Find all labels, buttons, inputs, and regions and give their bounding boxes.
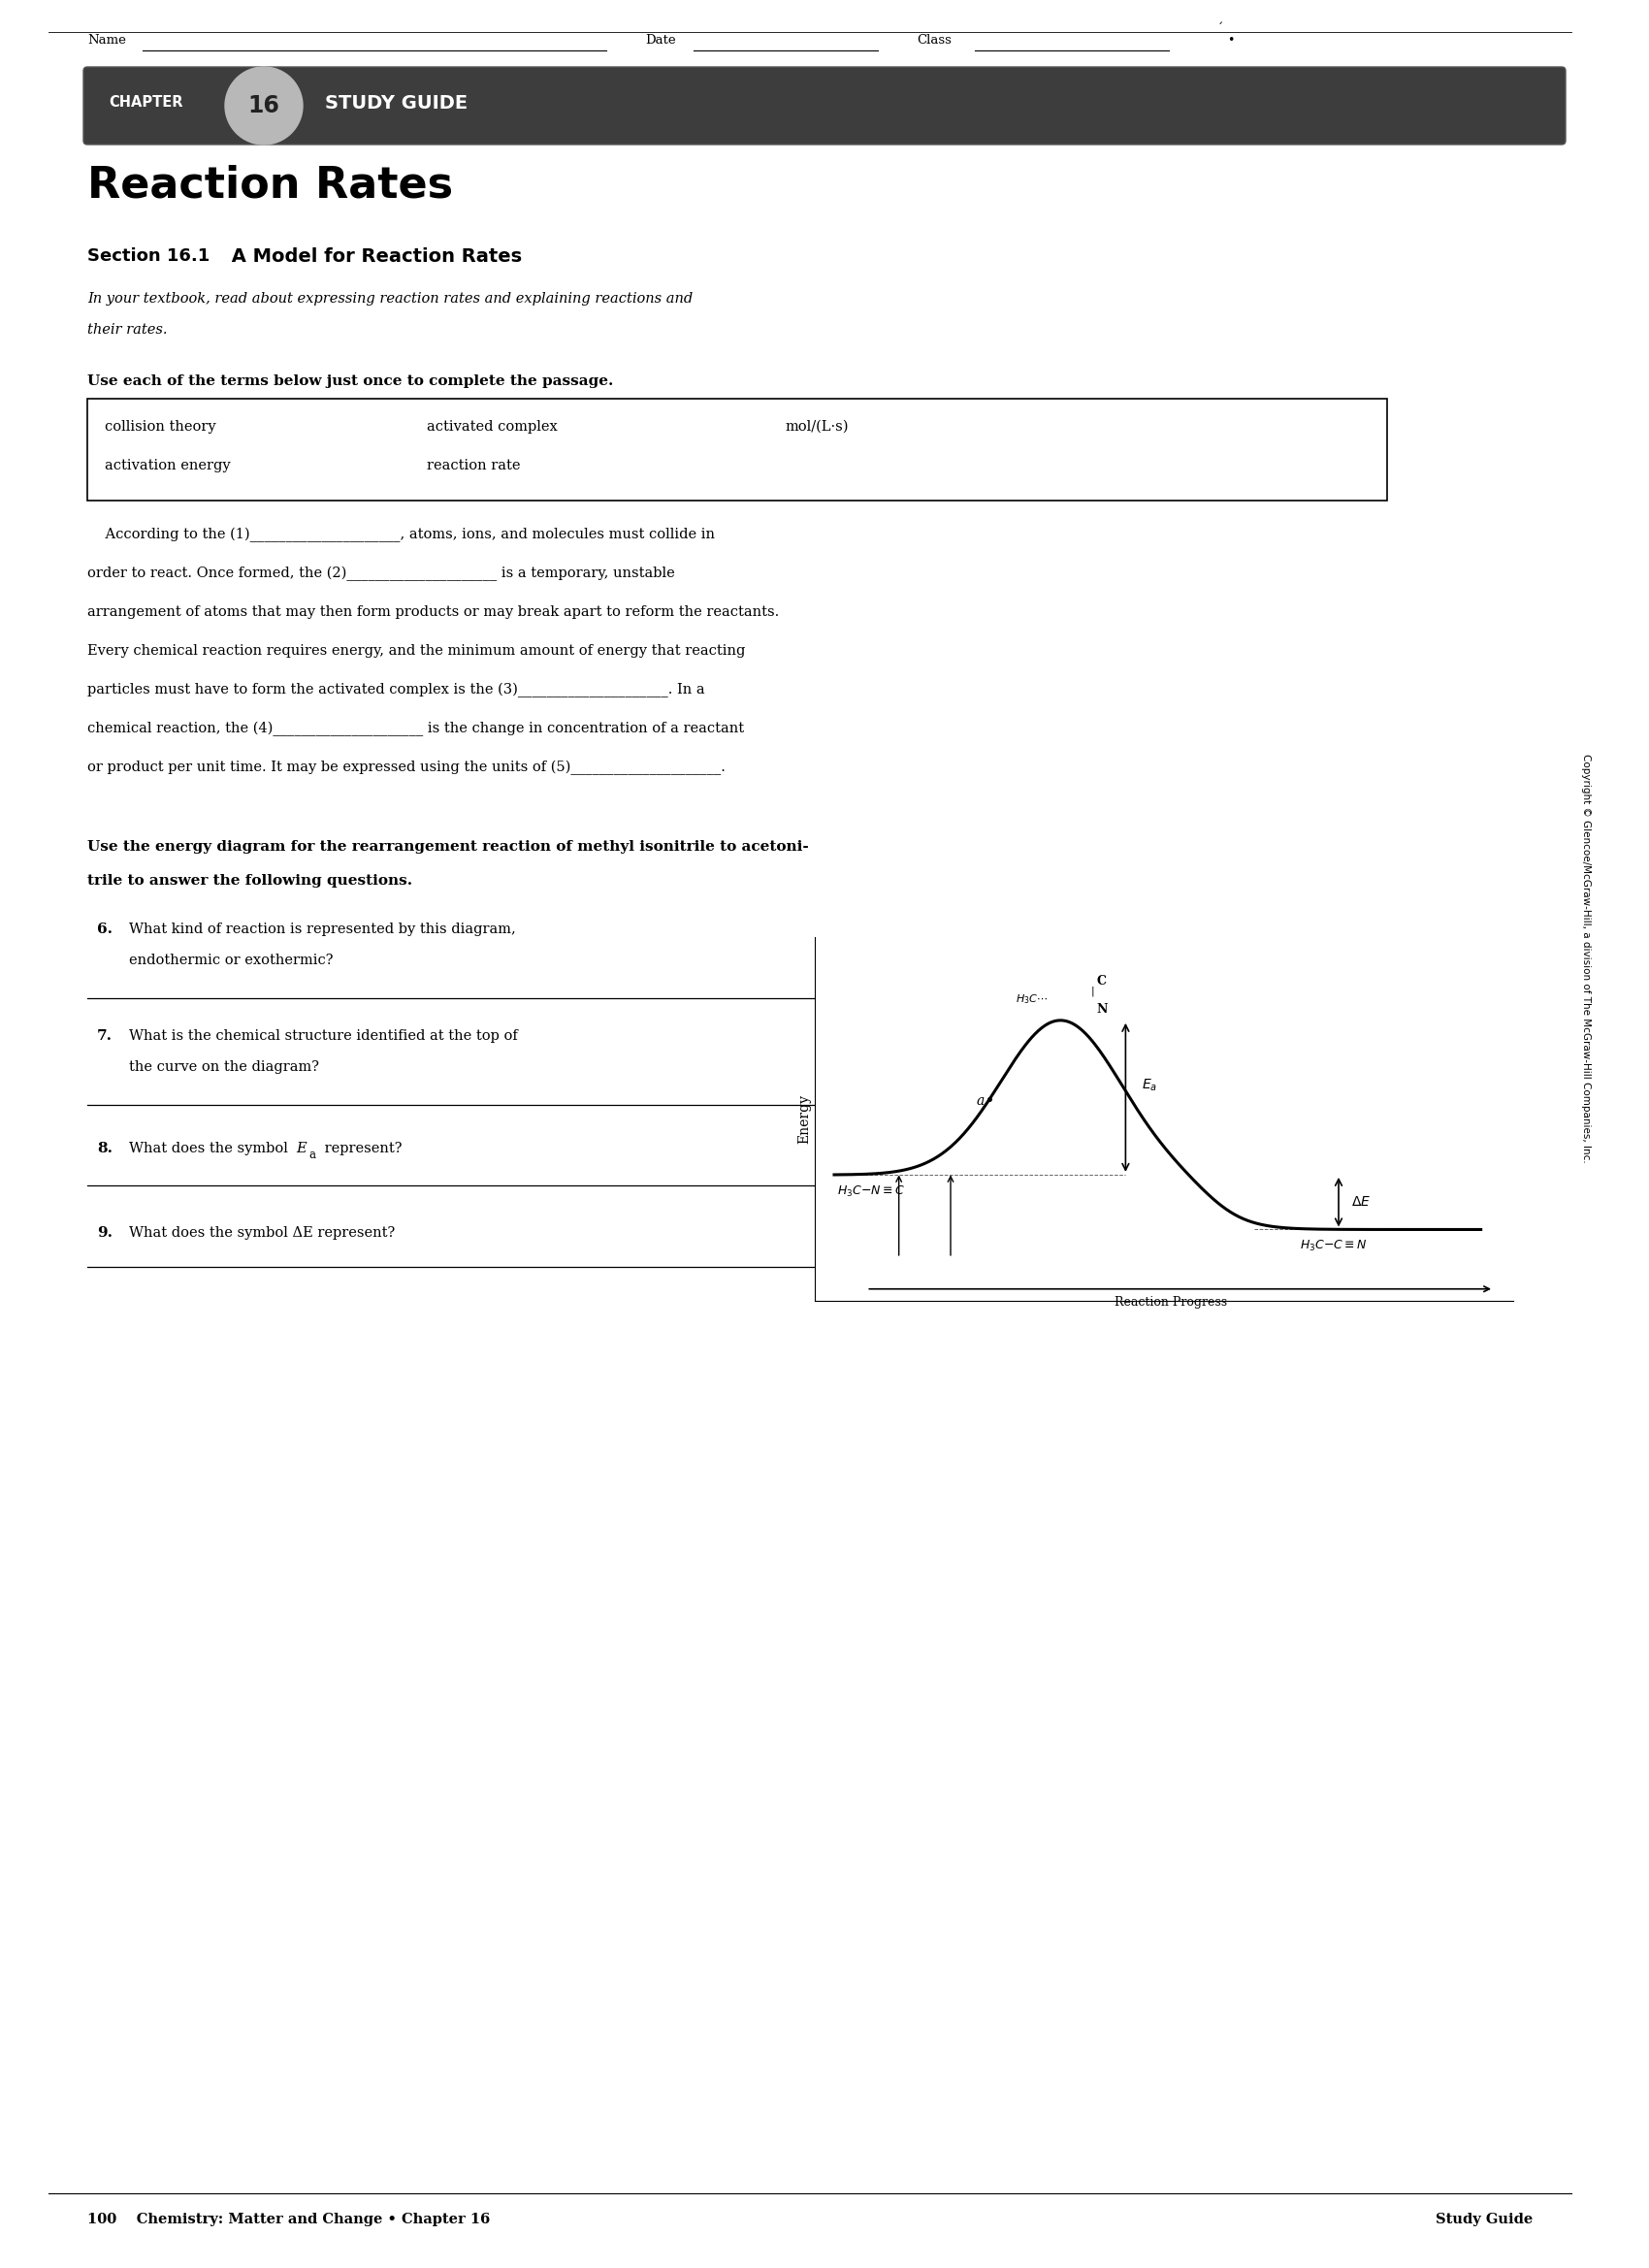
Text: trile to answer the following questions.: trile to answer the following questions.	[87, 873, 412, 887]
Text: In your textbook, read about expressing reaction rates and explaining reactions : In your textbook, read about expressing …	[87, 293, 693, 306]
Text: $\Delta E$: $\Delta E$	[1352, 1195, 1372, 1209]
Text: arrangement of atoms that may then form products or may break apart to reform th: arrangement of atoms that may then form …	[87, 606, 778, 619]
Text: mol/(L·s): mol/(L·s)	[785, 420, 849, 433]
Text: collision theory: collision theory	[106, 420, 216, 433]
Text: ´: ´	[1217, 23, 1224, 34]
Text: Copyright © Glencoe/McGraw-Hill, a division of The McGraw-Hill Companies, Inc.: Copyright © Glencoe/McGraw-Hill, a divis…	[1581, 753, 1591, 1163]
Text: C: C	[1097, 975, 1106, 987]
Text: Study Guide: Study Guide	[1435, 2214, 1532, 2227]
Circle shape	[224, 68, 303, 145]
Text: Every chemical reaction requires energy, and the minimum amount of energy that r: Every chemical reaction requires energy,…	[87, 644, 745, 658]
Text: $E_a$: $E_a$	[1141, 1077, 1158, 1093]
Text: activated complex: activated complex	[427, 420, 557, 433]
Text: Reaction Rates: Reaction Rates	[87, 166, 453, 206]
FancyBboxPatch shape	[84, 68, 1565, 145]
Text: activation energy: activation energy	[106, 458, 231, 472]
Text: their rates.: their rates.	[87, 322, 167, 336]
Text: Use the energy diagram for the rearrangement reaction of methyl isonitrile to ac: Use the energy diagram for the rearrange…	[87, 839, 808, 853]
Text: 16: 16	[247, 93, 280, 118]
Text: E: E	[295, 1141, 307, 1154]
Text: $H_3C{-}N{\equiv}C$: $H_3C{-}N{\equiv}C$	[838, 1184, 905, 1200]
Text: N: N	[1097, 1002, 1108, 1016]
Text: reaction rate: reaction rate	[427, 458, 521, 472]
Text: the curve on the diagram?: the curve on the diagram?	[129, 1059, 320, 1073]
Text: represent?: represent?	[320, 1141, 402, 1154]
Text: Reaction Progress: Reaction Progress	[1115, 1295, 1227, 1309]
Text: Class: Class	[917, 34, 951, 48]
Text: a: a	[976, 1095, 984, 1109]
Text: 100    Chemistry: Matter and Change • Chapter 16: 100 Chemistry: Matter and Change • Chapt…	[87, 2214, 490, 2227]
Text: or product per unit time. It may be expressed using the units of (5)____________: or product per unit time. It may be expr…	[87, 760, 726, 776]
Y-axis label: Energy: Energy	[796, 1093, 811, 1143]
Text: 8.: 8.	[97, 1141, 112, 1154]
Text: According to the (1)_____________________, atoms, ions, and molecules must colli: According to the (1)____________________…	[87, 528, 716, 542]
Text: What does the symbol ΔE represent?: What does the symbol ΔE represent?	[129, 1227, 396, 1241]
Text: What does the symbol: What does the symbol	[129, 1141, 292, 1154]
Text: •: •	[1227, 34, 1233, 48]
Text: 6.: 6.	[97, 923, 112, 937]
Text: A Model for Reaction Rates: A Model for Reaction Rates	[224, 247, 523, 265]
FancyBboxPatch shape	[87, 399, 1387, 501]
Text: CHAPTER: CHAPTER	[109, 95, 183, 111]
Text: Date: Date	[645, 34, 676, 48]
Text: What is the chemical structure identified at the top of: What is the chemical structure identifie…	[129, 1030, 518, 1043]
Text: 9.: 9.	[97, 1227, 112, 1241]
Text: What kind of reaction is represented by this diagram,: What kind of reaction is represented by …	[129, 923, 516, 937]
Text: $H_3C{-}C{\equiv}N$: $H_3C{-}C{\equiv}N$	[1299, 1238, 1367, 1254]
Text: chemical reaction, the (4)_____________________ is the change in concentration o: chemical reaction, the (4)______________…	[87, 721, 744, 737]
Text: endothermic or exothermic?: endothermic or exothermic?	[129, 953, 333, 966]
Text: STUDY GUIDE: STUDY GUIDE	[325, 93, 468, 111]
Text: Use each of the terms below just once to complete the passage.: Use each of the terms below just once to…	[87, 374, 613, 388]
Text: |: |	[1092, 987, 1095, 996]
Text: particles must have to form the activated complex is the (3)____________________: particles must have to form the activate…	[87, 683, 704, 699]
Text: $H_3C{\cdots}$: $H_3C{\cdots}$	[1016, 993, 1049, 1007]
Text: Section 16.1: Section 16.1	[87, 247, 209, 265]
Text: Name: Name	[87, 34, 125, 48]
Text: 7.: 7.	[97, 1030, 112, 1043]
Text: order to react. Once formed, the (2)_____________________ is a temporary, unstab: order to react. Once formed, the (2)____…	[87, 567, 674, 581]
Text: a: a	[308, 1148, 315, 1161]
